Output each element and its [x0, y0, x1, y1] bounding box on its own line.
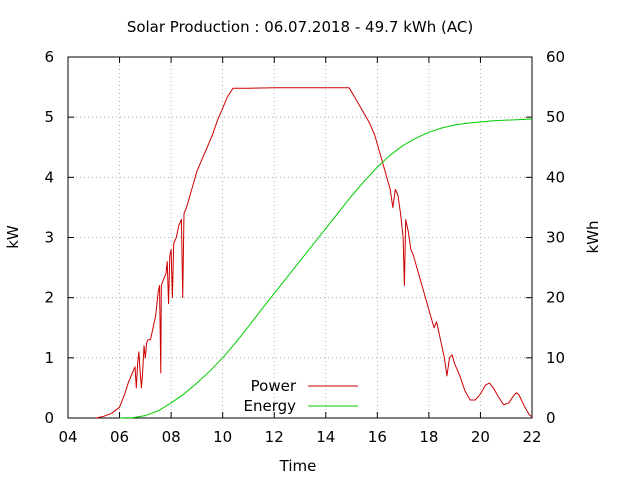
- legend-label-energy: Energy: [243, 397, 296, 415]
- y2-tick-label: 10: [546, 349, 565, 367]
- y-tick-label: 4: [44, 168, 54, 186]
- x-tick-label: 14: [316, 428, 335, 446]
- y2-tick-label: 20: [546, 289, 565, 307]
- x-tick-label: 08: [162, 428, 181, 446]
- y-tick-label: 6: [44, 48, 54, 66]
- chart-title: Solar Production : 06.07.2018 - 49.7 kWh…: [127, 18, 473, 36]
- x-tick-label: 06: [110, 428, 129, 446]
- y2-tick-label: 50: [546, 108, 565, 126]
- x-tick-label: 20: [471, 428, 490, 446]
- grid-lines: [68, 57, 532, 418]
- y2-tick-label: 0: [546, 409, 556, 427]
- y2-tick-label: 40: [546, 168, 565, 186]
- y2-tick-label: 30: [546, 229, 565, 247]
- x-tick-label: 12: [265, 428, 284, 446]
- y2-tick-label: 60: [546, 48, 565, 66]
- legend-label-power: Power: [251, 377, 297, 395]
- y2-axis-label: kWh: [584, 220, 602, 253]
- x-tick-label: 16: [368, 428, 387, 446]
- x-axis-label: Time: [279, 457, 317, 475]
- y-tick-label: 1: [44, 349, 54, 367]
- x-tick-label: 22: [522, 428, 541, 446]
- series-lines: [96, 87, 533, 419]
- series-line-power: [96, 87, 533, 419]
- x-tick-label: 18: [419, 428, 438, 446]
- y-tick-label: 5: [44, 108, 54, 126]
- y-tick-label: 2: [44, 289, 54, 307]
- series-line-energy: [119, 118, 533, 419]
- legend: Power Energy: [243, 377, 358, 415]
- y-tick-label: 3: [44, 229, 54, 247]
- x-tick-label: 10: [213, 428, 232, 446]
- y-tick-label: 0: [44, 409, 54, 427]
- x-tick-label: 04: [58, 428, 77, 446]
- y-axis-label: kW: [4, 225, 22, 249]
